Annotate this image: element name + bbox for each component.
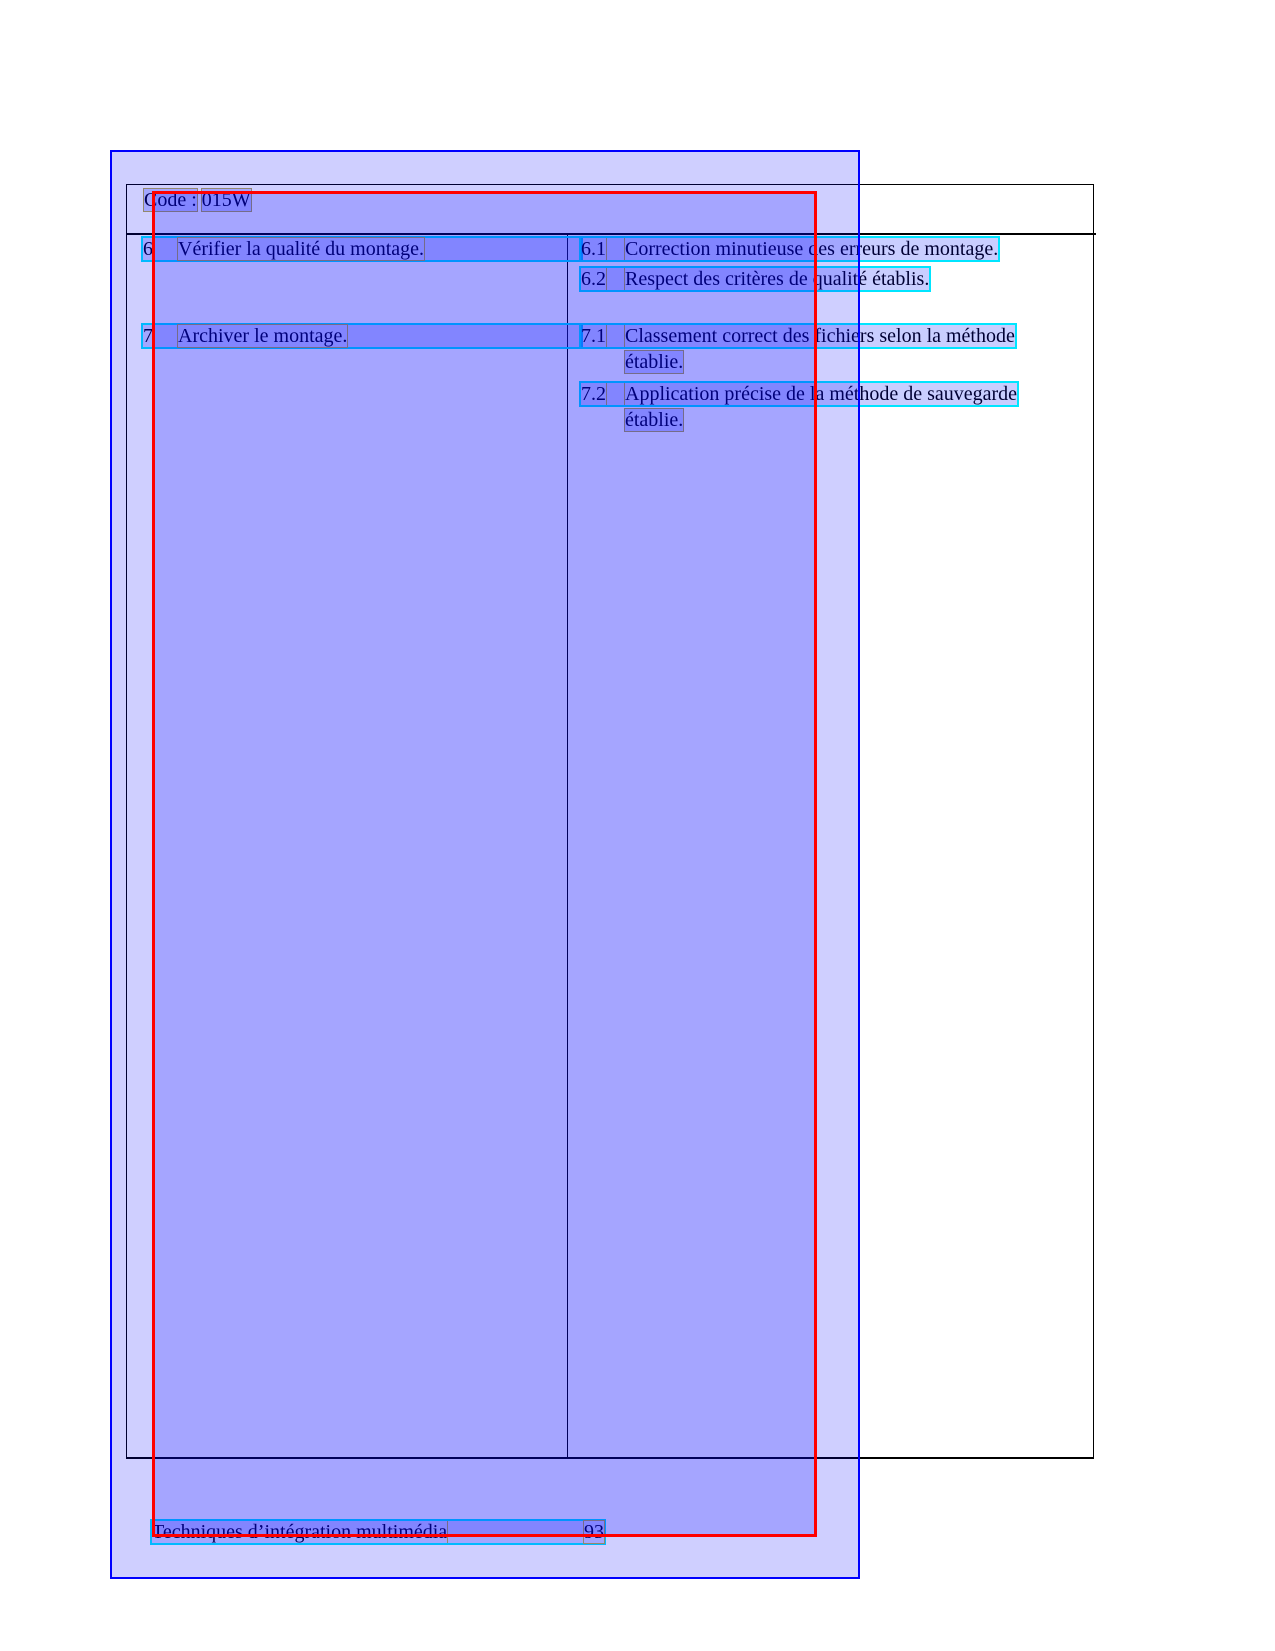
criterion-text: Classement correct des fichiers selon la…	[624, 324, 1016, 348]
code-line: Code : 015W	[143, 188, 252, 212]
criterion-7-1: 7.1 Classement correct des fichiers selo…	[579, 323, 1017, 349]
element-text: Archiver le montage.	[176, 324, 349, 348]
code-value: 015W	[200, 188, 252, 212]
competency-table	[126, 184, 1094, 1459]
criterion-6-2: 6.2 Respect des critères de qualité étab…	[578, 266, 932, 292]
criterion-number: 6.2	[580, 267, 607, 291]
criterion-number: 7.1	[580, 324, 607, 348]
header-divider	[126, 233, 1096, 235]
page-footer: Techniques d’intégration multimédia 93	[150, 1519, 606, 1545]
criterion-text: Correction minutieuse des erreurs de mon…	[623, 237, 1000, 261]
criterion-number: 6.1	[580, 237, 607, 261]
criterion-7-1-cont: établie.	[623, 350, 685, 374]
element-row-7: 7 Archiver le montage.	[141, 323, 583, 349]
criterion-7-2-cont: établie.	[623, 408, 685, 432]
criterion-text: Respect des critères de qualité établis.	[623, 267, 931, 291]
element-number: 7	[142, 324, 154, 348]
criterion-7-2: 7.2 Application précise de la méthode de…	[578, 381, 1020, 407]
element-number: 6	[142, 237, 154, 261]
criterion-text-cont: établie.	[623, 350, 685, 374]
element-text: Vérifier la qualité du montage.	[176, 237, 426, 261]
element-row-6: 6 Vérifier la qualité du montage.	[141, 236, 583, 262]
criterion-number: 7.2	[580, 382, 607, 406]
code-label: Code :	[143, 188, 198, 212]
criterion-text: Application précise de la méthode de sau…	[623, 382, 1019, 406]
page-number: 93	[583, 1520, 605, 1544]
footer-title: Techniques d’intégration multimédia	[150, 1520, 449, 1544]
column-divider	[567, 234, 568, 1459]
criterion-text-cont: établie.	[623, 408, 685, 432]
criterion-6-1: 6.1 Correction minutieuse des erreurs de…	[578, 236, 1001, 262]
